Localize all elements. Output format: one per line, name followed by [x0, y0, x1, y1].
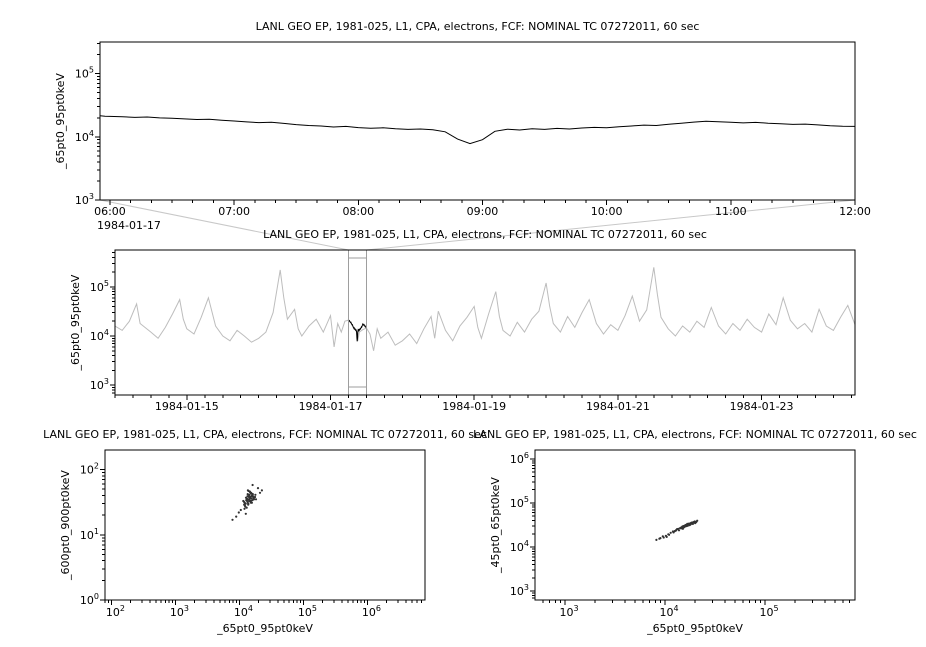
chart-panel-0: 06:00 07:00 08:00 09:00 10:00 11:00 12:00 1984-… — [54, 20, 871, 232]
x-tick-label: 07:00 — [218, 205, 250, 218]
y-tick-label: 105 — [510, 495, 529, 510]
plot-frame[interactable] — [534, 449, 856, 601]
x-tick-label: 12:00 — [839, 205, 871, 218]
x-tick-label: 102 — [106, 604, 125, 619]
x-axis-label: _65pt0_95pt0keV — [646, 622, 743, 635]
y-tick-label: 103 — [510, 583, 529, 598]
x-tick-label: 106 — [362, 604, 381, 619]
plot-frame[interactable] — [104, 449, 426, 601]
y-axis-label: _65pt0_95pt0keV — [54, 73, 67, 170]
chart-panel-2: 102 103 104 105 106 100 101 102 LANL GEO EP, 198… — [43, 428, 487, 635]
y-tick-label: 105 — [90, 279, 109, 294]
series-line-context-flux — [115, 267, 855, 351]
x-tick-label: 10:00 — [591, 205, 623, 218]
context-connector-right — [366, 199, 856, 251]
x-tick-label: 104 — [234, 604, 253, 619]
y-tick-label: 104 — [90, 328, 109, 343]
y-tick-label: 105 — [75, 66, 94, 81]
y-tick-label: 104 — [75, 129, 94, 144]
x-tick-label: 105 — [298, 604, 317, 619]
context-connector-left — [99, 199, 349, 251]
y-tick-label: 103 — [75, 192, 94, 207]
axis-ticks — [530, 458, 851, 605]
chart-title: LANL GEO EP, 1981-025, L1, CPA, electron… — [473, 428, 917, 441]
axis-ticks — [95, 42, 856, 205]
x-tick-label: 06:00 — [94, 205, 126, 218]
y-tick-label: 103 — [90, 377, 109, 392]
y-tick-label: 104 — [510, 539, 529, 554]
x-tick-label: 08:00 — [342, 205, 374, 218]
scatter-points-flux-correlation-45-65 — [655, 519, 699, 542]
y-tick-label: 106 — [510, 451, 529, 466]
x-tick-label: 1984-01-15 — [155, 400, 219, 413]
y-tick-label: 101 — [80, 527, 99, 542]
y-tick-label: 102 — [80, 462, 99, 477]
x-tick-label: 105 — [759, 604, 778, 619]
y-axis-label: _65pt0_95pt0keV — [69, 274, 82, 371]
axis-ticks — [100, 469, 422, 605]
chart-title: LANL GEO EP, 1981-025, L1, CPA, electron… — [256, 20, 700, 33]
series-line-electron-flux-65-95keV — [100, 115, 855, 145]
x-tick-label: 1984-01-21 — [586, 400, 650, 413]
y-axis-label: _45pt0_65pt0keV — [489, 477, 502, 574]
chart-panel-3: 103 104 105 103 104 105 106 LANL GEO EP, 1981-0… — [473, 428, 917, 635]
series-line-selected-interval — [347, 319, 367, 342]
scatter-points-flux-correlation-600-900 — [231, 483, 263, 521]
series-layer — [231, 483, 263, 521]
x-tick-label: 103 — [559, 604, 578, 619]
context-date-label: 1984-01-17 — [97, 219, 161, 232]
x-tick-label: 1984-01-19 — [442, 400, 506, 413]
axis-ticks — [110, 252, 852, 400]
chart-title: LANL GEO EP, 1981-025, L1, CPA, electron… — [263, 228, 707, 241]
y-tick-label: 100 — [80, 592, 99, 607]
x-tick-label: 1984-01-23 — [730, 400, 794, 413]
plot-frame[interactable] — [114, 249, 856, 396]
series-layer — [100, 115, 855, 145]
x-axis-label: _65pt0_95pt0keV — [216, 622, 313, 635]
x-tick-label: 103 — [170, 604, 189, 619]
series-layer — [115, 267, 855, 351]
series-layer — [655, 519, 699, 542]
context-connectors — [99, 199, 856, 251]
x-tick-label: 11:00 — [715, 205, 747, 218]
plot-frame[interactable] — [99, 41, 856, 201]
x-tick-label: 1984-01-17 — [299, 400, 363, 413]
chart-title: LANL GEO EP, 1981-025, L1, CPA, electron… — [43, 428, 487, 441]
x-tick-label: 104 — [659, 604, 678, 619]
x-tick-label: 09:00 — [467, 205, 499, 218]
y-axis-label: _600pt0_900pt0keV — [59, 470, 72, 581]
chart-panel-1: 1984-01-15 1984-01-17 1984-01-19 1984-01-21… — [69, 228, 856, 413]
